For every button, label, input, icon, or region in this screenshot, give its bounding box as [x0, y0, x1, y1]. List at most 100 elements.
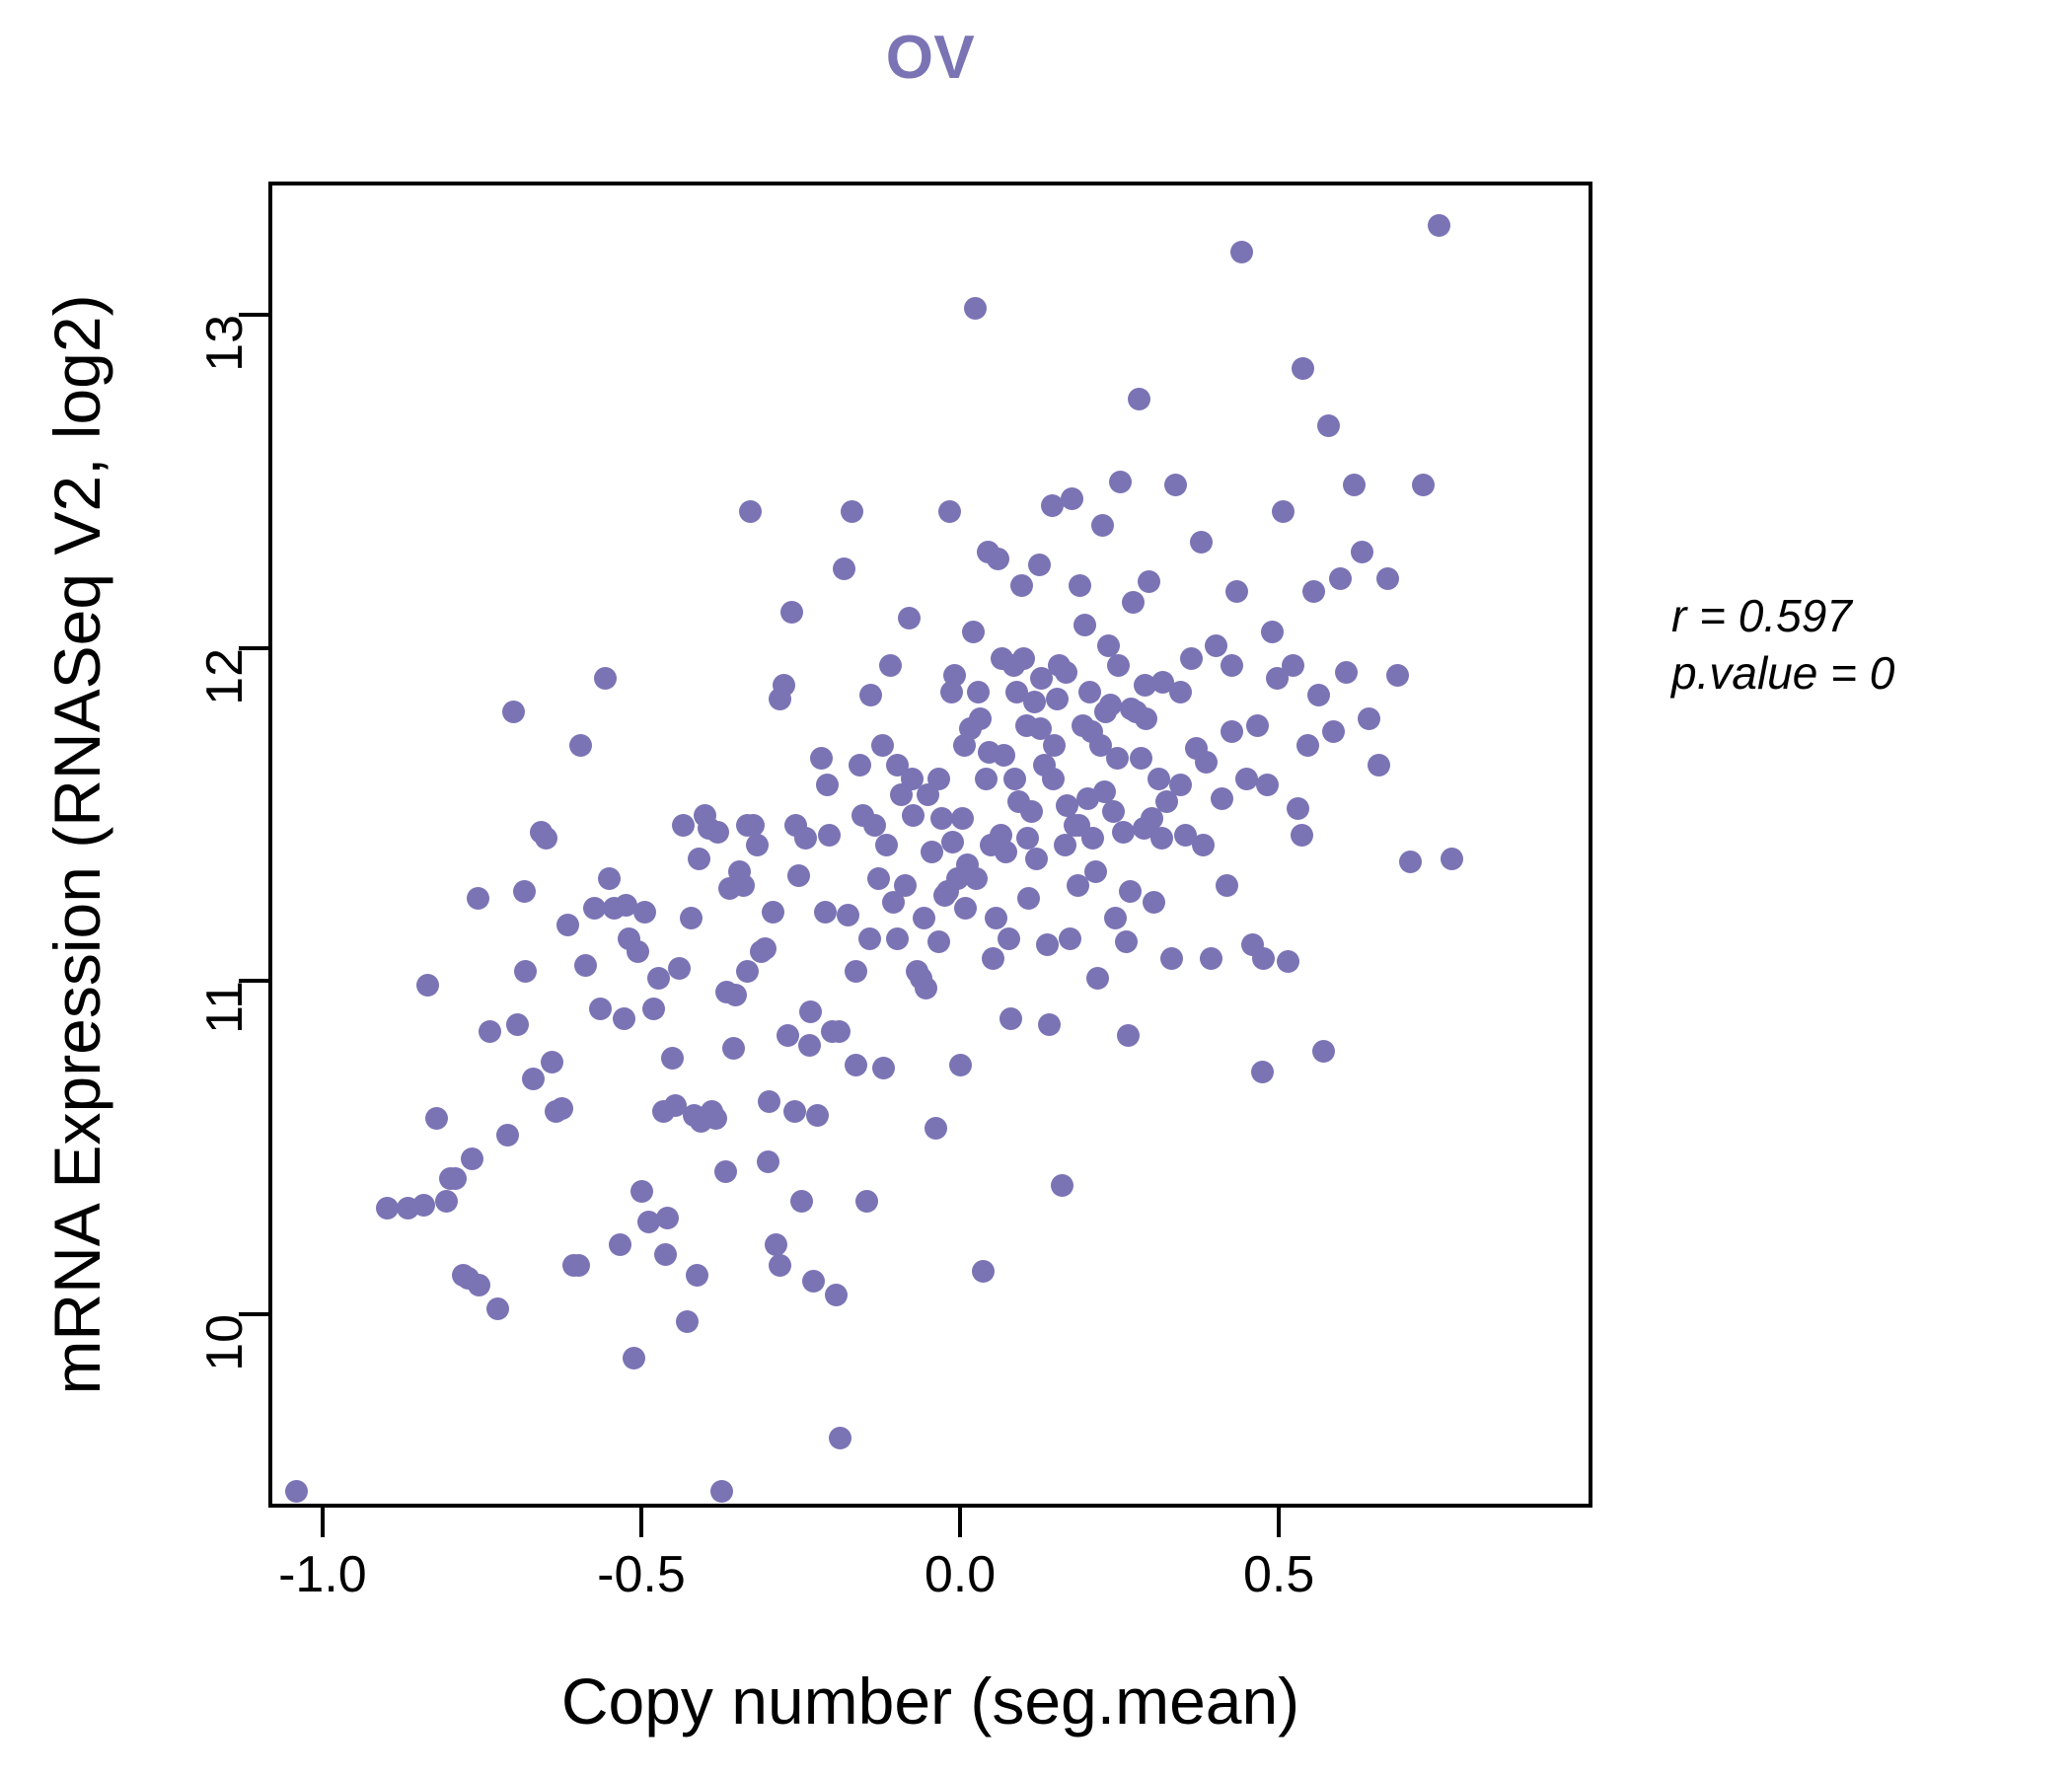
data-point — [1112, 820, 1136, 844]
data-point — [1043, 733, 1067, 757]
data-point — [424, 1107, 448, 1131]
data-point — [1266, 667, 1290, 691]
data-point — [1038, 1013, 1062, 1037]
data-point — [815, 774, 839, 797]
data-point — [1101, 800, 1125, 824]
data-point — [1281, 653, 1304, 677]
data-point — [1311, 1040, 1335, 1064]
data-point — [656, 1207, 680, 1230]
data-point — [809, 747, 833, 771]
data-point — [1079, 720, 1103, 744]
data-point — [1335, 660, 1359, 684]
data-point — [1051, 1173, 1074, 1197]
data-point — [1096, 633, 1120, 657]
r-value-label: r = 0.597 — [1671, 590, 1852, 641]
data-point — [1164, 474, 1188, 497]
data-point — [825, 1284, 849, 1306]
data-point — [1035, 933, 1059, 957]
data-point — [1271, 500, 1295, 524]
data-point — [1053, 834, 1076, 857]
data-point — [1287, 796, 1310, 820]
data-point — [1106, 653, 1130, 677]
data-point — [1159, 946, 1183, 970]
data-point — [1191, 834, 1215, 857]
data-point — [1030, 667, 1054, 691]
data-point — [836, 904, 859, 927]
data-point — [1058, 926, 1081, 950]
data-point — [761, 900, 784, 924]
data-point — [863, 813, 887, 837]
data-point — [608, 1233, 631, 1257]
data-point — [982, 946, 1005, 970]
data-point — [1322, 720, 1346, 744]
y-axis-title: mRNA Expression (RNASeq V2, log2) — [40, 294, 113, 1395]
data-point — [1174, 823, 1198, 847]
data-point — [703, 1107, 727, 1131]
data-point — [1066, 873, 1089, 897]
data-point — [965, 866, 989, 890]
x-tick-label: 0.0 — [924, 1546, 997, 1603]
data-point — [1118, 880, 1142, 904]
data-point — [514, 960, 537, 984]
data-point — [1376, 566, 1400, 590]
y-tick-label: 12 — [196, 647, 254, 705]
data-point — [1122, 590, 1146, 614]
data-point — [745, 834, 769, 857]
data-point — [593, 667, 617, 691]
data-point — [612, 1006, 635, 1030]
data-point — [486, 1296, 510, 1320]
x-tick-label: 0.5 — [1242, 1546, 1315, 1603]
x-tick-mark — [958, 1508, 963, 1537]
data-point — [742, 813, 766, 837]
data-point — [688, 847, 711, 870]
data-point — [913, 907, 936, 930]
data-point — [434, 1190, 458, 1214]
data-point — [512, 880, 536, 904]
data-point — [999, 1006, 1023, 1030]
data-point — [1306, 684, 1330, 707]
data-point — [764, 1233, 787, 1257]
data-point — [1069, 573, 1092, 597]
data-point — [1114, 930, 1138, 954]
data-point — [1200, 946, 1223, 970]
data-point — [921, 840, 944, 863]
data-point — [882, 890, 906, 914]
data-point — [633, 900, 657, 924]
data-point — [626, 940, 649, 964]
data-point — [1230, 241, 1254, 264]
data-point — [777, 1023, 800, 1047]
data-point — [1009, 573, 1033, 597]
data-point — [1105, 747, 1129, 771]
data-point — [844, 960, 867, 984]
data-point — [1029, 716, 1053, 740]
data-point — [1016, 827, 1040, 851]
data-point — [506, 1013, 530, 1037]
data-point — [966, 680, 990, 703]
data-point — [622, 1347, 645, 1370]
data-point — [495, 1123, 519, 1147]
data-point — [1441, 847, 1464, 870]
data-point — [1099, 694, 1123, 717]
data-point — [1086, 967, 1110, 991]
data-point — [855, 1190, 879, 1214]
y-tick-label: 13 — [196, 315, 254, 372]
data-point — [1109, 471, 1133, 494]
data-point — [940, 830, 964, 853]
data-point — [872, 1057, 896, 1080]
data-point — [731, 873, 755, 897]
data-point — [974, 767, 998, 790]
data-point — [790, 1190, 814, 1214]
data-point — [783, 813, 807, 837]
data-point — [953, 897, 977, 921]
data-point — [1205, 633, 1228, 657]
data-point — [995, 840, 1018, 863]
data-point — [802, 1270, 826, 1294]
y-tick-label: 11 — [196, 981, 254, 1035]
data-point — [1155, 790, 1178, 814]
data-point — [1301, 580, 1325, 604]
data-point — [588, 997, 612, 1020]
data-point — [1358, 706, 1381, 730]
data-point — [460, 1147, 483, 1170]
data-point — [833, 556, 856, 580]
data-point — [813, 900, 837, 924]
